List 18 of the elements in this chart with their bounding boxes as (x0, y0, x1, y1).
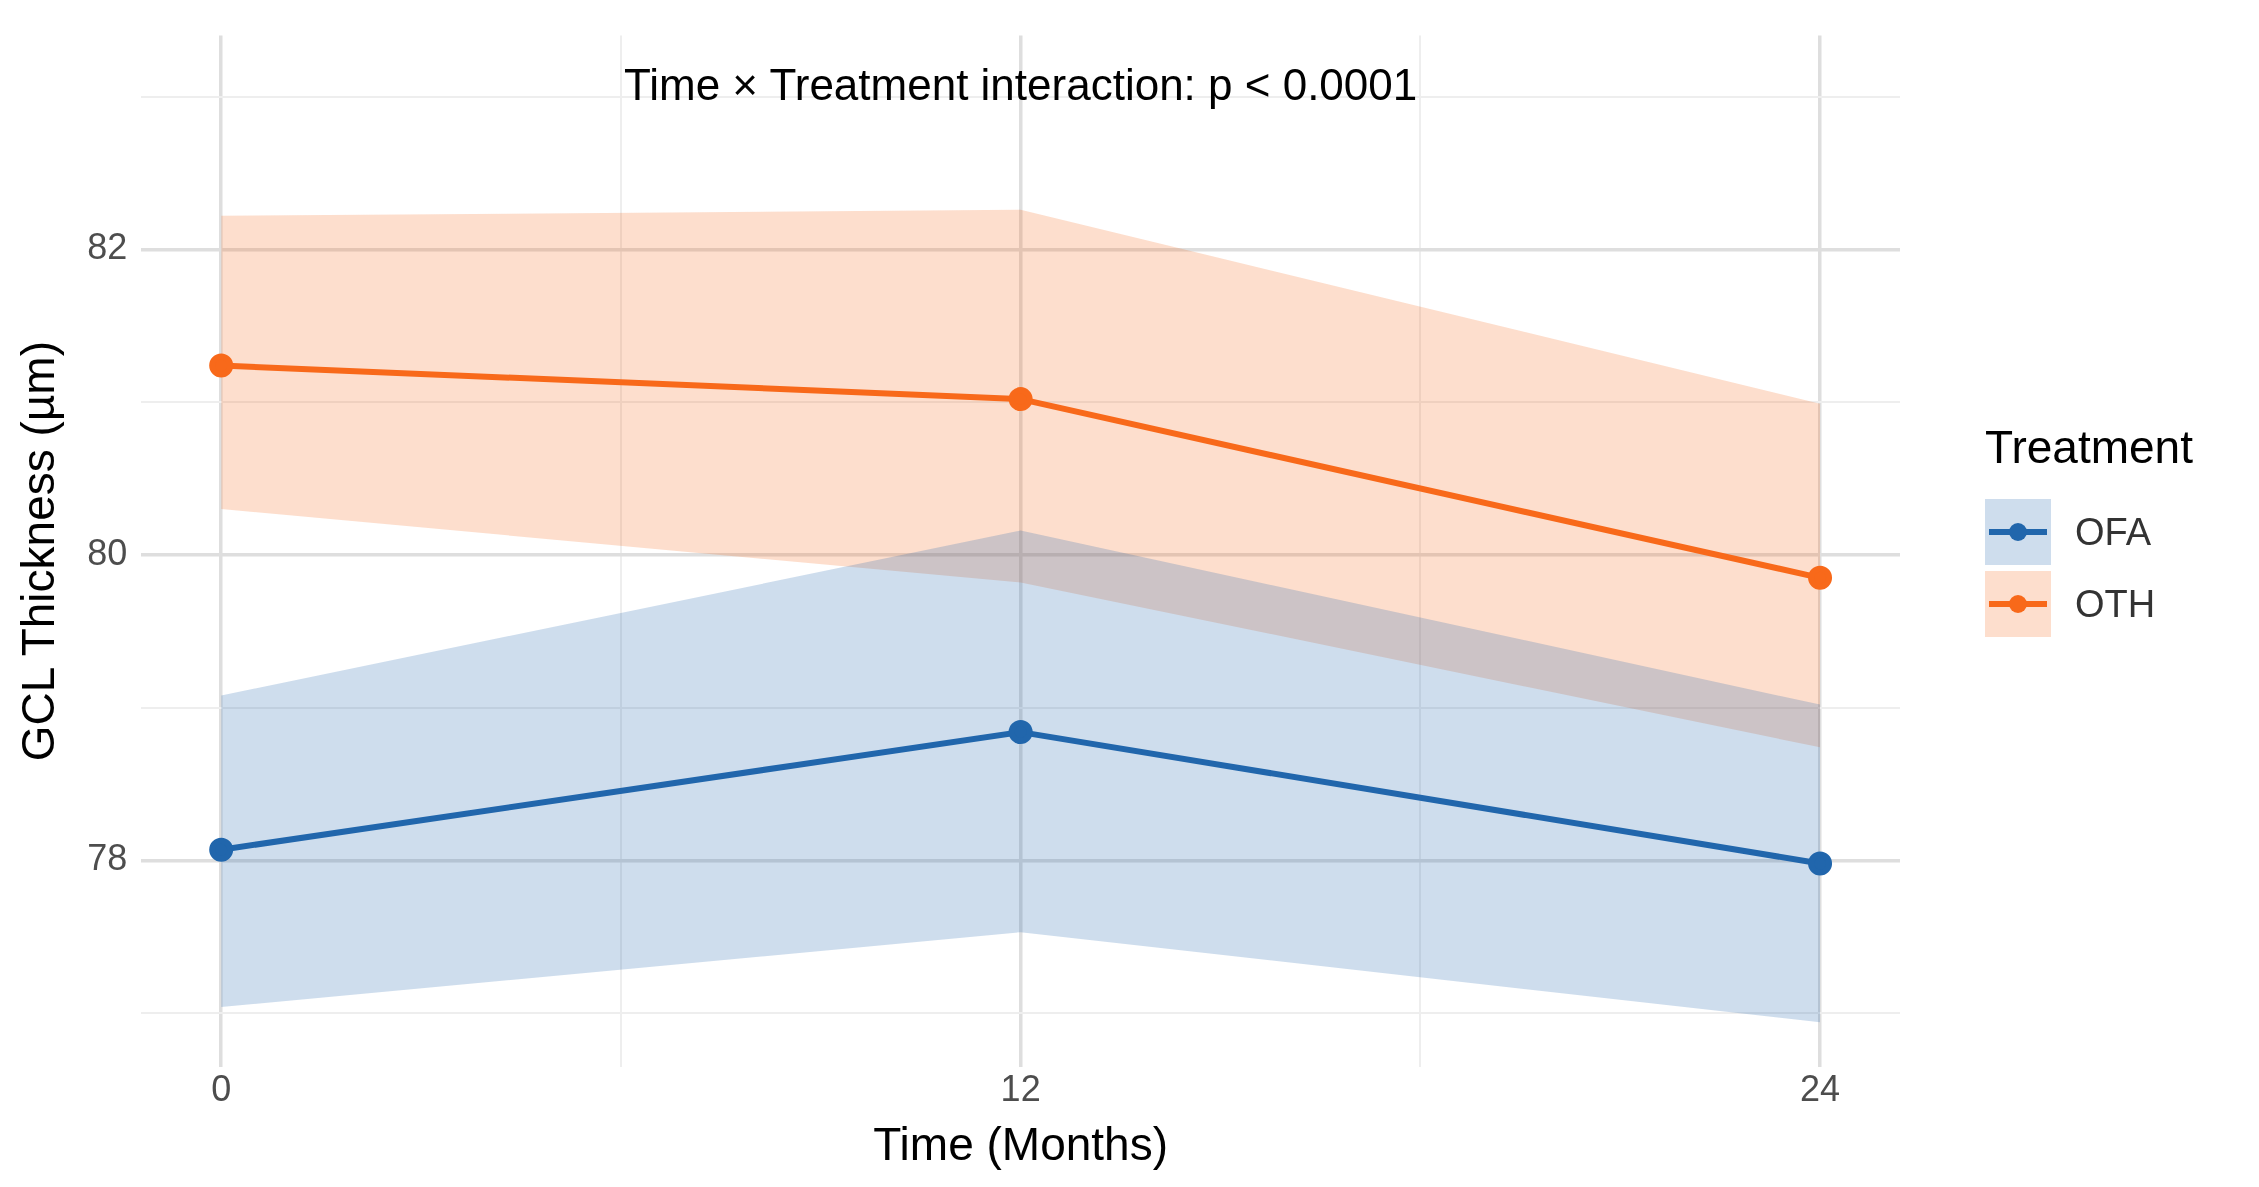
point (209, 353, 234, 378)
legend-label: OTH (2075, 582, 2156, 626)
annotation: Time × Treatment interaction: p < 0.0001 (624, 59, 1418, 109)
y-tick-label: 82 (87, 226, 128, 268)
y-axis-title: GCL Thickness (µm) (12, 341, 65, 762)
point (1808, 565, 1833, 590)
x-tick-label: 12 (1000, 1068, 1041, 1110)
point (1008, 387, 1033, 412)
point (1808, 851, 1833, 876)
point (209, 837, 234, 862)
x-tick-label: 24 (1800, 1068, 1841, 1110)
x-axis-title: Time (Months) (873, 1118, 1169, 1171)
legend-label: OFA (2075, 510, 2152, 554)
y-tick-label: 78 (87, 837, 128, 879)
y-tick-label: 80 (87, 531, 128, 573)
x-tick-label: 0 (211, 1068, 232, 1110)
legend-title: Treatment (1985, 420, 2193, 474)
point (1008, 720, 1033, 745)
